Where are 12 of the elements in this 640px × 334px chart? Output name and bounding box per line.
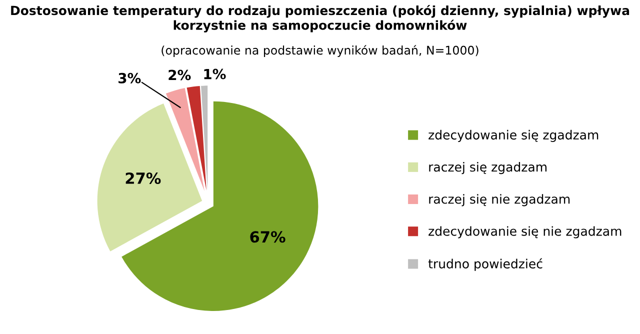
legend-label: trudno powiedzieć [428,258,542,271]
data-label: 3% [118,72,141,84]
chart-title: Dostosowanie temperatury do rodzaju pomieszczenia (pokój dzienny, sypialnia) wpływa korzystnie na samopoczucie domowników [11,5,630,32]
data-label: 1% [204,68,226,80]
legend-label: zdecydowanie się nie zgadzam [428,226,622,238]
data-label: 67% [250,231,286,243]
data-label: 2% [168,70,191,80]
legend-label: zdecydowanie się zgadzam [428,130,598,142]
legend-label: raczej się nie zgadzam [429,194,570,206]
legend-label: raczej się zgadzam [429,162,546,174]
data-label: 27% [126,172,161,184]
chart-subtitle: (opracowanie na podstawie wyników badań, N=1000) [162,45,478,57]
